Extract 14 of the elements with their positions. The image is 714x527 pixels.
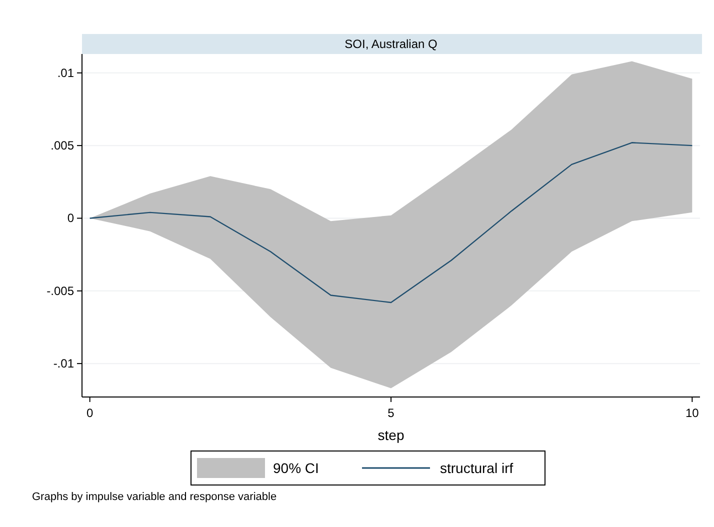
x-tick-label: 10 (685, 406, 700, 420)
y-tick-label: .01 (57, 66, 74, 80)
y-tick-label: -.01 (53, 356, 74, 371)
legend-label: structural irf (440, 460, 514, 476)
y-tick-label: -.005 (46, 284, 74, 298)
text: Graphs by impulse variable and response variable (32, 491, 277, 503)
x-tick-label: 0 (86, 406, 94, 420)
x-tick-label: 5 (388, 406, 395, 420)
line-series (89, 142, 693, 304)
text: 90% CI (273, 460, 319, 476)
y-tick-label: .005 (50, 138, 74, 153)
y-tick-label: 0 (67, 211, 74, 226)
x-axis-title: step (378, 427, 404, 443)
chart-title: SOI, Australian Q (344, 37, 438, 51)
